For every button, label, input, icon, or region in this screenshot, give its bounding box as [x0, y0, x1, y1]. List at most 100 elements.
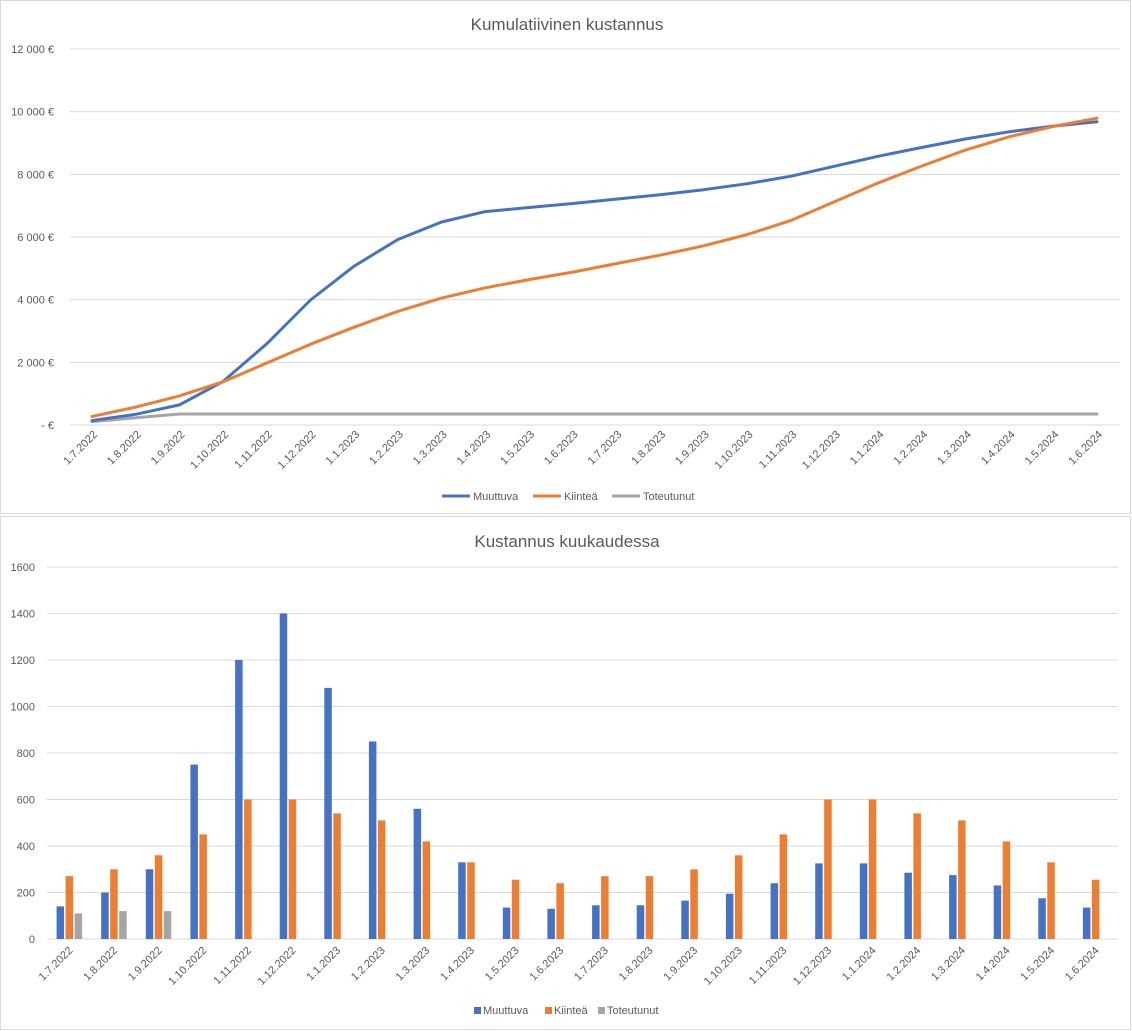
y-tick-label: 600 [17, 795, 35, 807]
bar-muuttuva [949, 875, 957, 939]
bar-muuttuva [592, 905, 600, 939]
bar-muuttuva [904, 872, 912, 939]
x-tick-label: 1.3.2024 [935, 429, 974, 468]
x-tick-label: 1.8.2022 [81, 945, 120, 984]
x-tick-label: 1.8.2023 [617, 945, 656, 984]
x-tick-label: 1.6.2023 [528, 945, 567, 984]
x-tick-label: 1.12.2022 [255, 945, 298, 988]
y-tick-label: 1000 [11, 702, 35, 714]
y-tick-label: 200 [17, 888, 35, 900]
x-tick-label: 1.12.2023 [791, 945, 834, 988]
legend-label: Muuttuva [483, 1005, 529, 1017]
x-tick-label: 1.3.2023 [394, 945, 433, 984]
x-tick-label: 1.7.2022 [37, 945, 76, 984]
bar-muuttuva [725, 893, 734, 939]
bar-kiinteä [958, 820, 966, 939]
bar-kiinteä [154, 855, 163, 939]
bar-muuttuva [368, 741, 377, 939]
bar-kiinteä [913, 813, 921, 939]
bar-kiinteä [779, 834, 788, 939]
bar-muuttuva [101, 892, 109, 939]
bar-muuttuva [770, 883, 779, 939]
bar-muuttuva [636, 905, 645, 939]
x-tick-label: 1.4.2024 [979, 429, 1018, 468]
x-tick-label: 1.5.2024 [1018, 945, 1057, 984]
x-tick-label: 1.10.2022 [166, 945, 209, 988]
legend-swatch-icon [598, 1007, 605, 1014]
x-tick-label: 1.2.2023 [349, 945, 388, 984]
y-tick-label: 1200 [11, 655, 35, 667]
x-tick-label: 1.10.2023 [702, 945, 745, 988]
y-tick-label: 12 000 € [11, 44, 54, 56]
bar-toteutunut [74, 913, 83, 939]
x-tick-label: 1.11.2023 [757, 429, 800, 472]
x-tick-label: 1.8.2022 [105, 429, 144, 468]
bar-kiinteä [868, 799, 877, 939]
legend-swatch-icon [545, 1007, 552, 1014]
bar-kiinteä [333, 813, 341, 939]
bar-muuttuva [1082, 907, 1091, 939]
bar-muuttuva [56, 906, 65, 939]
bar-muuttuva [279, 613, 288, 939]
y-tick-label: 10 000 € [11, 107, 54, 119]
y-tick-label: 800 [17, 748, 35, 760]
bar-toteutunut [163, 911, 172, 939]
x-tick-label: 1.3.2023 [411, 429, 450, 468]
bar-kiinteä [199, 834, 207, 939]
x-tick-label: 1.9.2022 [126, 945, 165, 984]
bar-muuttuva [815, 863, 823, 939]
bar-muuttuva [145, 869, 154, 940]
x-tick-label: 1.6.2023 [542, 429, 581, 468]
series-line-toteutunut [90, 412, 1099, 424]
y-tick-label: 6 000 € [17, 232, 54, 244]
bar-muuttuva [324, 687, 332, 939]
y-tick-label: 8 000 € [17, 169, 54, 181]
x-tick-label: 1.6.2024 [1063, 945, 1102, 984]
x-tick-label: 1.12.2022 [276, 429, 319, 472]
chart-title: Kumulatiivinen kustannus [471, 15, 664, 34]
y-tick-label: 2 000 € [17, 357, 54, 369]
y-tick-label: 4 000 € [17, 295, 54, 307]
x-tick-label: 1.9.2023 [673, 429, 712, 468]
bar-muuttuva [190, 764, 198, 939]
bar-muuttuva [547, 908, 555, 939]
bar-kiinteä [1091, 879, 1100, 939]
bar-muuttuva [502, 907, 511, 939]
bar-muuttuva [681, 900, 689, 939]
bar-muuttuva [993, 885, 1002, 939]
bar-kiinteä [1047, 862, 1055, 939]
y-tick-label: 1600 [11, 562, 35, 574]
bar-muuttuva [458, 862, 466, 939]
bar-kiinteä [1002, 841, 1011, 939]
cumulative-cost-chart-svg: Kumulatiivinen kustannus - € 2 000 € 4 000… [11, 15, 1120, 503]
y-tick-label: - € [41, 420, 54, 432]
bar-kiinteä [110, 869, 118, 940]
bar-kiinteä [65, 876, 74, 939]
x-tick-label: 1.7.2023 [586, 429, 625, 468]
monthly-cost-chart-svg: Kustannus kuukaudessa 0 200 400 600 800 1000 1… [11, 532, 1118, 1017]
x-tick-label: 1.7.2022 [61, 429, 100, 468]
bar-kiinteä [645, 876, 654, 939]
series-line-kiinteä [90, 116, 1099, 418]
cumulative-cost-chart: Kumulatiivinen kustannus - € 2 000 € 4 000… [0, 0, 1131, 514]
x-tick-label: 1.3.2024 [929, 945, 968, 984]
x-tick-label: 1.10.2022 [188, 429, 231, 472]
legend-label: Kiinteä [564, 491, 599, 503]
y-tick-label: 0 [29, 934, 35, 946]
bar-kiinteä [244, 799, 252, 939]
bar-kiinteä [422, 841, 431, 939]
legend-label: Kiinteä [554, 1005, 589, 1017]
y-tick-label: 1400 [11, 609, 35, 621]
x-tick-label: 1.1.2024 [840, 945, 879, 984]
x-tick-label: 1.4.2024 [974, 945, 1013, 984]
legend-swatch-icon [474, 1007, 481, 1014]
x-tick-label: 1.4.2023 [438, 945, 477, 984]
bar-muuttuva [413, 808, 422, 939]
x-tick-label: 1.9.2023 [661, 945, 700, 984]
x-tick-label: 1.8.2023 [629, 429, 668, 468]
x-tick-label: 1.5.2023 [483, 945, 522, 984]
series-line-muuttuva [90, 120, 1099, 423]
bar-kiinteä [690, 869, 698, 940]
bar-kiinteä [734, 855, 743, 939]
bar-muuttuva [235, 660, 243, 939]
